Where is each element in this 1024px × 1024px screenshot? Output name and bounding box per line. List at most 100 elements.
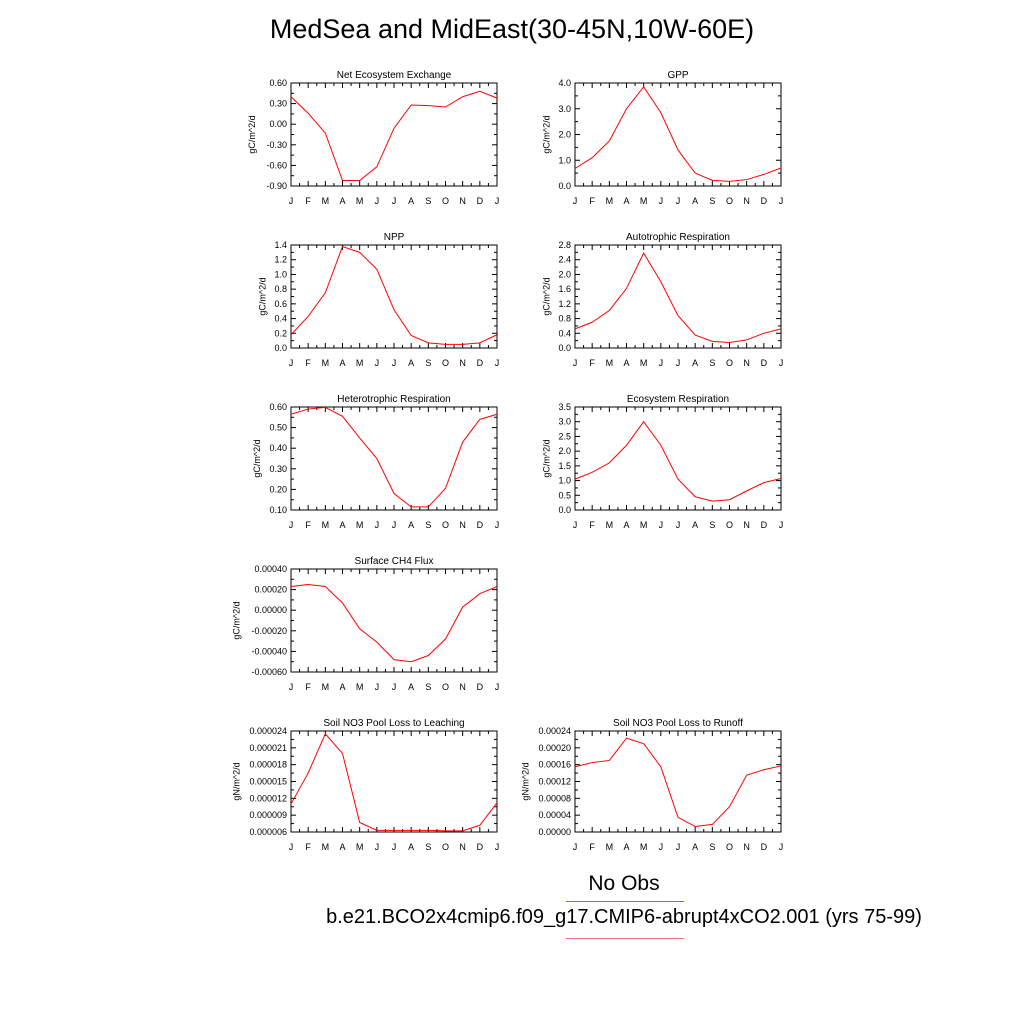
plot-frame (290, 82, 498, 187)
x-tick-label: O (726, 196, 733, 206)
x-tick-label: O (442, 520, 449, 530)
plot-frame (290, 244, 498, 349)
x-tick-label: S (709, 358, 715, 368)
x-tick-label: D (761, 842, 768, 852)
series-line (290, 583, 498, 663)
x-tick-label: M (322, 682, 330, 692)
y-tick-label: 0.00012 (538, 777, 571, 787)
x-tick-label: J (779, 358, 784, 368)
y-tick-label: 2.8 (558, 240, 571, 250)
y-tick-label: -0.90 (266, 181, 287, 191)
y-tick-label: -0.00020 (251, 626, 287, 636)
x-tick-label: J (375, 358, 380, 368)
y-tick-label: 0.00024 (538, 726, 571, 736)
x-tick-label: M (640, 196, 648, 206)
x-tick-label: S (709, 842, 715, 852)
y-tick-label: 0.00016 (538, 760, 571, 770)
y-axis-label: gC/m^2/d (231, 601, 241, 639)
y-axis-label: gC/m^2/d (257, 277, 267, 315)
panel-title: Ecosystem Respiration (627, 394, 729, 405)
panel-title: Net Ecosystem Exchange (337, 70, 452, 81)
y-tick-label: 0.000024 (249, 726, 287, 736)
x-tick-label: F (589, 196, 595, 206)
y-tick-label: 1.5 (558, 461, 571, 471)
x-tick-label: A (339, 196, 345, 206)
x-tick-label: J (659, 358, 664, 368)
panel-title: GPP (667, 70, 688, 81)
x-tick-label: J (289, 520, 294, 530)
x-tick-label: D (477, 358, 484, 368)
y-tick-label: 1.2 (558, 299, 571, 309)
x-tick-label: J (495, 682, 500, 692)
x-tick-label: A (692, 196, 698, 206)
y-tick-label: 0.00000 (538, 827, 571, 837)
y-tick-label: 3.0 (558, 417, 571, 427)
x-tick-label: F (305, 196, 311, 206)
x-tick-label: S (425, 842, 431, 852)
x-tick-label: A (692, 358, 698, 368)
x-tick-label: A (408, 358, 414, 368)
panel-title: Autotrophic Respiration (626, 232, 730, 243)
y-tick-label: 0.000021 (249, 743, 287, 753)
x-tick-label: J (392, 682, 397, 692)
series-line (290, 90, 498, 182)
x-tick-label: J (289, 682, 294, 692)
x-tick-label: D (761, 358, 768, 368)
x-tick-label: J (573, 842, 578, 852)
x-tick-label: J (375, 682, 380, 692)
x-tick-label: J (289, 196, 294, 206)
x-tick-label: D (761, 196, 768, 206)
x-tick-label: A (623, 520, 629, 530)
y-tick-label: 0.4 (274, 314, 287, 324)
y-tick-label: 1.4 (274, 240, 287, 250)
x-tick-label: D (477, 196, 484, 206)
page-title: MedSea and MidEast(30-45N,10W-60E) (269, 14, 755, 44)
y-tick-label: 0.2 (274, 328, 287, 338)
x-tick-label: J (779, 196, 784, 206)
x-tick-label: N (743, 520, 750, 530)
y-tick-label: 1.2 (274, 255, 287, 265)
y-tick-label: 0.00020 (538, 743, 571, 753)
y-axis-label: gC/m^2/d (252, 439, 262, 477)
series-line (290, 245, 498, 345)
x-tick-label: N (459, 682, 466, 692)
y-tick-label: 0.0 (558, 343, 571, 353)
y-tick-label: 2.0 (558, 269, 571, 279)
series-line (290, 406, 498, 508)
x-tick-label: J (676, 842, 681, 852)
y-tick-label: 0.00004 (538, 810, 571, 820)
y-tick-label: 0.8 (274, 284, 287, 294)
x-tick-label: S (425, 682, 431, 692)
x-tick-label: M (356, 842, 364, 852)
x-tick-label: A (692, 842, 698, 852)
y-tick-label: 0.6 (274, 299, 287, 309)
x-tick-label: F (589, 358, 595, 368)
panel-title: NPP (384, 232, 405, 243)
y-tick-label: 0.30 (269, 464, 287, 474)
x-tick-label: J (573, 196, 578, 206)
x-tick-label: A (692, 520, 698, 530)
x-tick-label: J (495, 196, 500, 206)
x-tick-label: M (356, 682, 364, 692)
y-tick-label: 0.00 (269, 119, 287, 129)
series-line (574, 737, 782, 828)
y-axis-label: gC/m^2/d (541, 115, 551, 153)
legend-model-label: b.e21.BCO2x4cmip6.f09_g17.CMIP6-abrupt4x… (326, 906, 922, 928)
panel-title: Soil NO3 Pool Loss to Leaching (323, 718, 464, 729)
x-tick-label: F (589, 520, 595, 530)
x-tick-label: M (640, 358, 648, 368)
y-tick-label: 0.50 (269, 423, 287, 433)
x-tick-label: J (392, 520, 397, 530)
x-tick-label: A (408, 520, 414, 530)
plot-frame (290, 730, 498, 833)
x-tick-label: J (659, 196, 664, 206)
x-tick-label: D (761, 520, 768, 530)
y-tick-label: 0.000009 (249, 810, 287, 820)
x-tick-label: M (606, 842, 614, 852)
